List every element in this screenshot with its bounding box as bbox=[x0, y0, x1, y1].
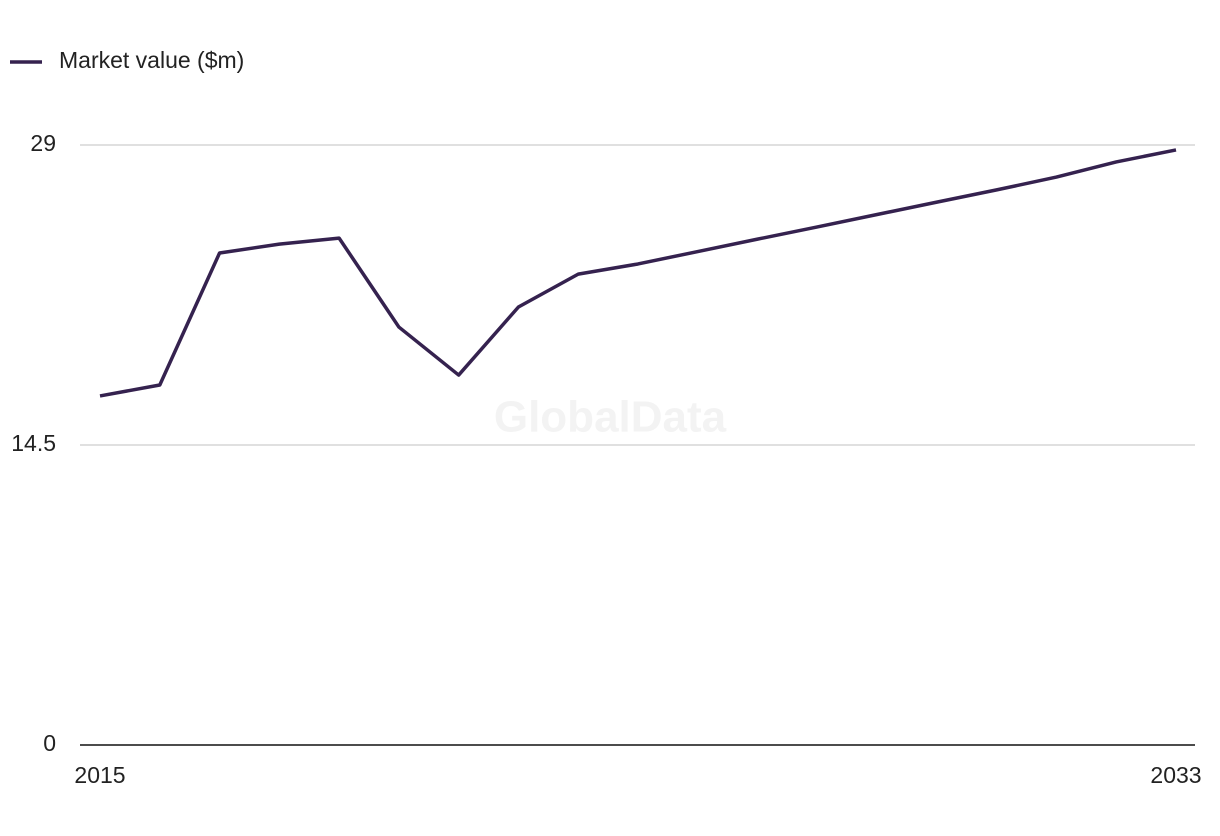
x-tick-label: 2033 bbox=[1150, 762, 1201, 788]
legend-label: Market value ($m) bbox=[59, 47, 244, 73]
y-tick-label: 29 bbox=[30, 130, 56, 156]
watermark: GlobalData bbox=[494, 393, 727, 442]
x-tick-label: 2015 bbox=[74, 762, 125, 788]
line bbox=[99, 148, 1177, 398]
y-tick-label: 14.5 bbox=[11, 430, 56, 456]
y-tick-label: 0 bbox=[43, 730, 56, 756]
